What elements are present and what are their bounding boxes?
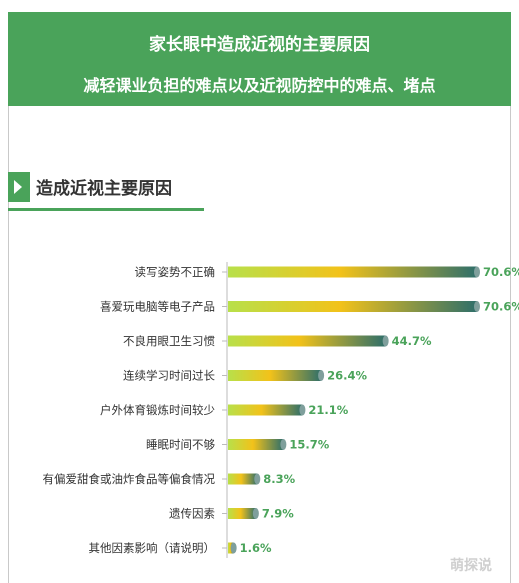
bar-end-cap — [230, 542, 237, 554]
bar-end-cap — [252, 508, 259, 519]
bar — [228, 404, 303, 416]
category-label: 不良用眼卫生习惯 — [123, 334, 215, 348]
bar-end-cap — [318, 370, 325, 381]
value-label: 26.4% — [327, 369, 367, 383]
header-banner: 家长眼中造成近视的主要原因 减轻课业负担的难点以及近视防控中的难点、堵点 — [8, 12, 511, 106]
category-label: 喜爱玩电脑等电子产品 — [100, 300, 215, 314]
frame-left-border — [8, 106, 9, 583]
bar — [228, 508, 256, 519]
value-label: 21.1% — [308, 403, 348, 417]
bar-end-cap — [474, 266, 480, 278]
value-label: 44.7% — [392, 334, 432, 348]
bar-end-cap — [299, 404, 306, 416]
bar — [228, 335, 386, 347]
header-subtitle: 减轻课业负担的难点以及近视防控中的难点、堵点 — [83, 76, 436, 95]
value-label: 70.6% — [483, 300, 519, 314]
bar-end-cap — [382, 335, 389, 347]
section-tab — [8, 172, 30, 202]
value-label: 1.6% — [240, 541, 272, 555]
value-label: 70.6% — [483, 265, 519, 279]
section-title: 造成近视主要原因 — [36, 179, 172, 199]
bar-end-cap — [254, 473, 261, 485]
category-label: 遗传因素 — [169, 507, 215, 521]
bar-end-cap — [280, 439, 287, 450]
bar — [228, 301, 477, 312]
frame-right-border — [510, 106, 511, 583]
category-label: 读写姿势不正确 — [135, 265, 216, 279]
value-label: 15.7% — [289, 438, 329, 452]
header-title: 家长眼中造成近视的主要原因 — [149, 35, 370, 55]
watermark-text: 萌探说 — [450, 558, 492, 574]
category-label: 其他因素影响（请说明） — [89, 541, 216, 555]
bar — [228, 473, 258, 485]
section-underline — [8, 208, 204, 211]
bar — [228, 370, 322, 381]
value-label: 7.9% — [262, 507, 294, 521]
bar — [228, 439, 284, 450]
category-label: 连续学习时间过长 — [123, 369, 215, 383]
category-label: 户外体育锻炼时间较少 — [100, 403, 215, 417]
value-label: 8.3% — [263, 472, 295, 486]
play-arrow-icon — [14, 180, 22, 194]
bar — [228, 266, 477, 278]
category-label: 睡眠时间不够 — [146, 438, 215, 452]
bar-end-cap — [474, 301, 480, 312]
category-label: 有偏爱甜食或油炸食品等偏食情况 — [43, 472, 216, 486]
